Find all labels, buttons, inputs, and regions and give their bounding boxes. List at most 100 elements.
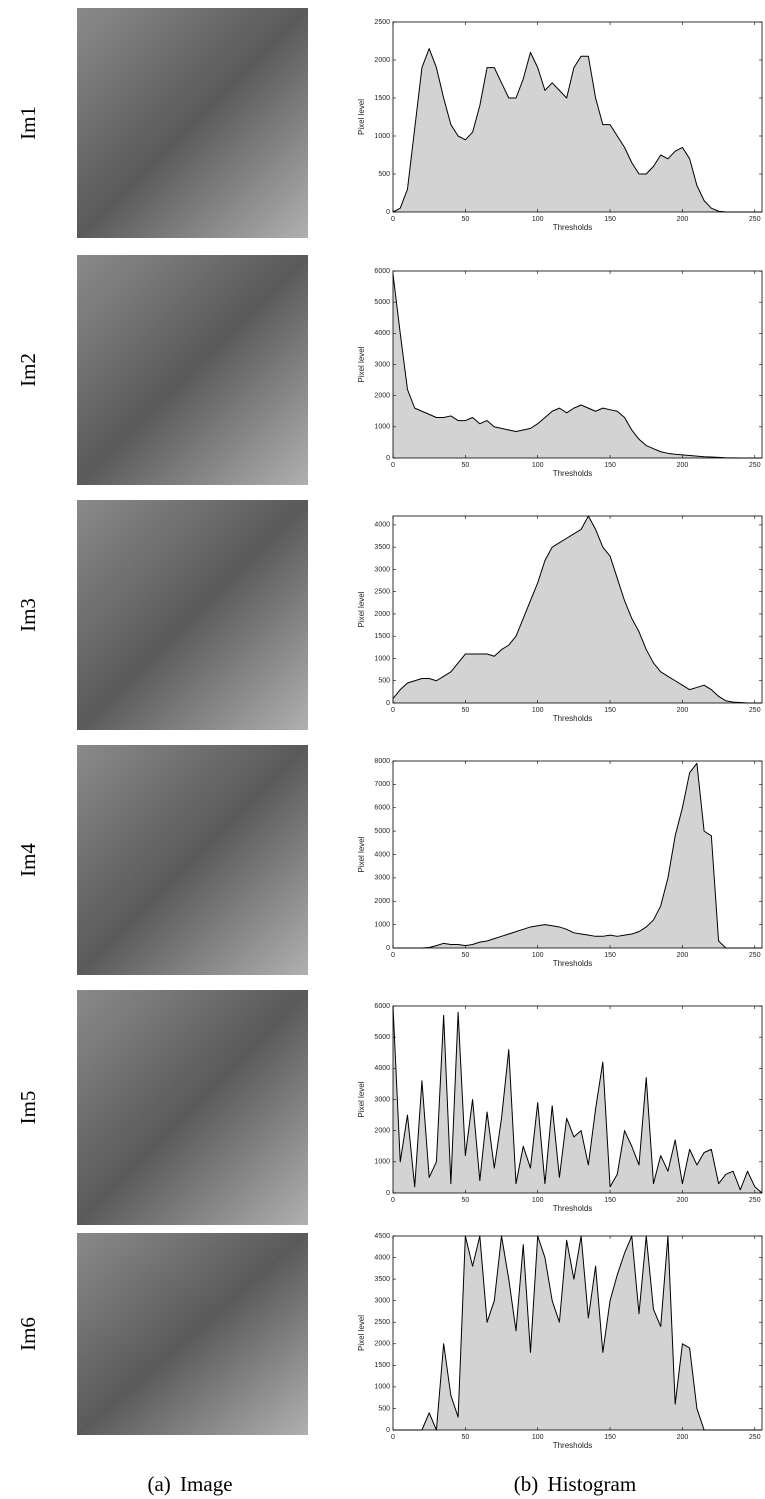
x-tick-label: 100 xyxy=(532,952,544,959)
y-tick-label: 0 xyxy=(386,700,390,707)
area-line xyxy=(392,48,762,213)
x-axis-label: Thresholds xyxy=(553,714,593,723)
plot-frame xyxy=(392,1235,763,1431)
y-tick-label: 3000 xyxy=(374,566,390,573)
x-axis-label: Thresholds xyxy=(553,1204,593,1213)
y-tick-label: 5000 xyxy=(374,1034,390,1041)
y-tick-label: 3000 xyxy=(374,1298,390,1305)
x-tick-label: 250 xyxy=(749,952,761,959)
row-label: Im3 xyxy=(16,598,40,632)
row-label: Im1 xyxy=(16,106,40,140)
y-tick-label: 6000 xyxy=(374,1003,390,1010)
x-tick-label: 150 xyxy=(604,462,616,469)
y-tick-label: 4000 xyxy=(374,1065,390,1072)
x-axis-label: Thresholds xyxy=(553,223,593,232)
y-tick-label: 0 xyxy=(386,1190,390,1197)
x-tick-label: 50 xyxy=(461,707,469,714)
y-tick-label: 2000 xyxy=(374,393,390,400)
y-tick-label: 1000 xyxy=(374,655,390,662)
x-tick-label: 250 xyxy=(749,1197,761,1204)
y-tick-label: 6000 xyxy=(374,268,390,275)
y-tick-label: 1000 xyxy=(374,424,390,431)
y-tick-label: 1500 xyxy=(374,633,390,640)
image-placeholder xyxy=(77,500,308,730)
y-tick-label: 3500 xyxy=(374,1276,390,1283)
y-axis-label: Pixel level xyxy=(357,99,366,135)
x-tick-label: 150 xyxy=(604,707,616,714)
x-tick-label: 150 xyxy=(604,952,616,959)
y-tick-label: 1500 xyxy=(374,95,390,102)
caption: (a) Image xyxy=(147,1472,232,1496)
y-tick-label: 7000 xyxy=(374,781,390,788)
y-tick-label: 2500 xyxy=(374,589,390,596)
area-line xyxy=(392,274,762,459)
x-tick-label: 100 xyxy=(532,1434,544,1441)
y-tick-label: 4000 xyxy=(374,330,390,337)
area-line xyxy=(392,515,762,704)
y-tick-label: 0 xyxy=(386,1427,390,1434)
x-tick-label: 100 xyxy=(532,707,544,714)
y-tick-label: 1000 xyxy=(374,921,390,928)
y-tick-label: 3000 xyxy=(374,361,390,368)
y-tick-label: 2000 xyxy=(374,898,390,905)
area-fill xyxy=(393,516,762,703)
image-placeholder xyxy=(77,990,308,1225)
y-tick-label: 1000 xyxy=(374,1384,390,1391)
area-fill xyxy=(393,1236,762,1430)
y-tick-label: 5000 xyxy=(374,828,390,835)
x-tick-label: 250 xyxy=(749,707,761,714)
y-tick-label: 2500 xyxy=(374,19,390,26)
x-tick-label: 100 xyxy=(532,462,544,469)
x-axis-label: Thresholds xyxy=(553,959,593,968)
x-axis-label: Thresholds xyxy=(553,469,593,478)
x-tick-label: 0 xyxy=(391,462,395,469)
y-tick-label: 4500 xyxy=(374,1233,390,1240)
y-tick-label: 3500 xyxy=(374,544,390,551)
x-tick-label: 50 xyxy=(461,462,469,469)
y-tick-label: 3000 xyxy=(374,1096,390,1103)
y-axis-label: Pixel level xyxy=(357,591,366,627)
y-tick-label: 0 xyxy=(386,209,390,216)
y-axis-label: Pixel level xyxy=(357,836,366,872)
y-tick-label: 2500 xyxy=(374,1319,390,1326)
x-tick-label: 0 xyxy=(391,707,395,714)
x-tick-label: 50 xyxy=(461,952,469,959)
area-line xyxy=(393,1235,762,1431)
y-tick-label: 0 xyxy=(386,945,390,952)
x-tick-label: 200 xyxy=(677,1434,689,1441)
row-label: Im4 xyxy=(16,843,40,877)
x-tick-label: 0 xyxy=(391,216,395,223)
y-axis-label: Pixel level xyxy=(357,1315,366,1351)
x-tick-label: 50 xyxy=(461,1434,469,1441)
x-tick-label: 100 xyxy=(532,1197,544,1204)
y-axis-label: Pixel level xyxy=(357,346,366,382)
x-tick-label: 150 xyxy=(604,1434,616,1441)
y-tick-label: 500 xyxy=(378,171,390,178)
area-line xyxy=(392,1005,763,1194)
area-fill xyxy=(393,48,762,212)
y-tick-label: 2000 xyxy=(374,611,390,618)
image-placeholder xyxy=(77,1233,308,1435)
x-axis-label: Thresholds xyxy=(553,1441,593,1450)
x-tick-label: 0 xyxy=(391,1197,395,1204)
y-tick-label: 2000 xyxy=(374,1341,390,1348)
y-tick-label: 500 xyxy=(378,1405,390,1412)
image-placeholder xyxy=(77,745,308,975)
row-label: Im6 xyxy=(16,1317,40,1351)
x-tick-label: 250 xyxy=(749,216,761,223)
y-tick-label: 0 xyxy=(386,455,390,462)
y-tick-label: 1000 xyxy=(374,133,390,140)
y-tick-label: 500 xyxy=(378,678,390,685)
x-tick-label: 150 xyxy=(604,216,616,223)
x-tick-label: 100 xyxy=(532,216,544,223)
y-axis-label: Pixel level xyxy=(357,1081,366,1117)
x-tick-label: 50 xyxy=(461,216,469,223)
x-tick-label: 200 xyxy=(677,952,689,959)
caption: (b) Histogram xyxy=(514,1472,636,1496)
y-tick-label: 4000 xyxy=(374,1254,390,1261)
x-tick-label: 0 xyxy=(391,952,395,959)
image-placeholder xyxy=(77,255,308,485)
y-tick-label: 5000 xyxy=(374,299,390,306)
x-tick-label: 0 xyxy=(391,1434,395,1441)
